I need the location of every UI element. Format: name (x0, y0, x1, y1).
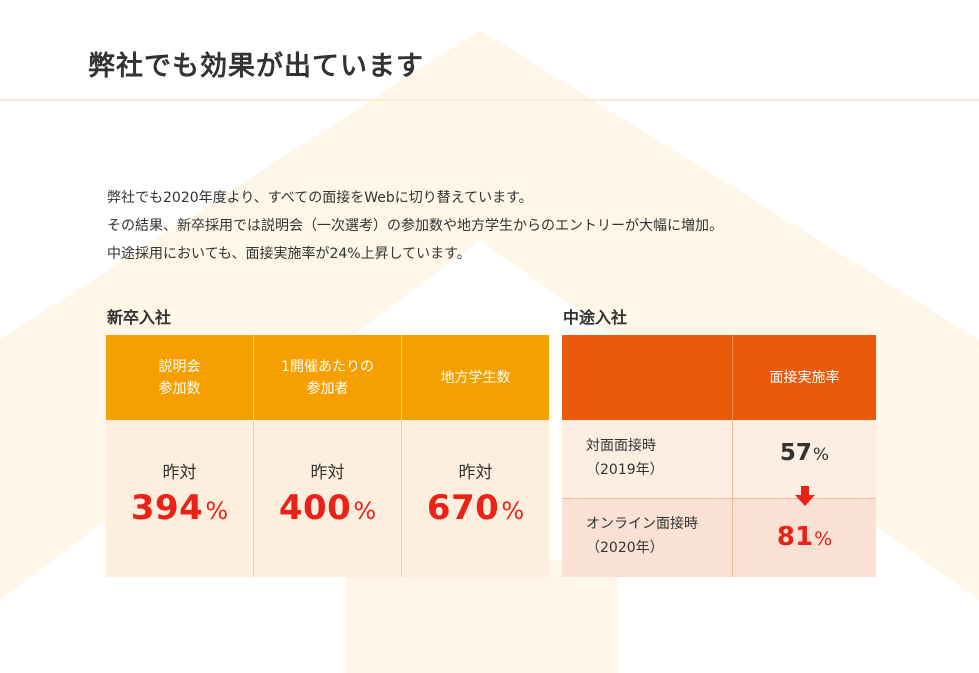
mid-career-section-title: 中途入社 (563, 308, 628, 327)
header-cell-interview-rate: 面接実施率 (769, 369, 840, 386)
header-line: 説明会 (158, 358, 201, 375)
column-divider (253, 335, 254, 420)
header-cell-attendees-per-session: 1開催あたりの 参加者 (254, 335, 401, 420)
column-divider (732, 420, 733, 577)
table-row-in-person: 対面面接時 （2019年） 57% (562, 420, 876, 498)
yoy-label: 昨対 (310, 463, 345, 483)
arrow-down-icon (795, 486, 815, 506)
percentage-number: 57 (779, 440, 812, 466)
row-label-line: （2019年） (586, 462, 664, 478)
intro-line: 中途採用においても、面接実施率が24%上昇しています。 (107, 246, 471, 262)
intro-line: その結果、新卒採用では説明会（一次選考）の参加数や地方学生からのエントリーが大幅… (107, 218, 723, 234)
mid-career-table: 面接実施率 対面面接時 （2019年） 57% オンライン面接時 （2020年）… (562, 335, 876, 577)
column-divider (401, 335, 402, 420)
row-label: オンライン面接時 （2020年） (586, 512, 698, 560)
yoy-label: 昨対 (458, 463, 493, 483)
new-grad-table-body: 昨対 394% 昨対 400% 昨対 670% (106, 420, 549, 577)
value-cell-regional-students: 昨対 670% (402, 420, 549, 577)
header-cell-regional-students: 地方学生数 (402, 335, 549, 420)
header-line: 地方学生数 (440, 369, 511, 386)
column-divider (732, 335, 733, 420)
header-line: 参加者 (306, 380, 349, 397)
row-label-line: （2020年） (586, 540, 664, 556)
new-grad-table: 説明会 参加数 1開催あたりの 参加者 地方学生数 昨対 394% (106, 335, 549, 577)
percentage-number: 400 (278, 488, 352, 528)
row-value: 81% (733, 522, 876, 552)
mid-career-table-header: 面接実施率 (562, 335, 876, 420)
percentage-number: 670 (426, 488, 500, 528)
percentage-value: 394% (106, 488, 253, 528)
percentage-value: 670% (402, 488, 549, 528)
percent-sign: % (205, 497, 229, 525)
row-label: 対面面接時 （2019年） (586, 434, 664, 482)
row-divider (562, 498, 876, 499)
value-cell-attendees-per-session: 昨対 400% (254, 420, 401, 577)
intro-text: 弊社でも2020年度より、すべての面接をWebに切り替えています。 その結果、新… (107, 184, 827, 268)
header-line: 参加数 (158, 380, 201, 397)
column-divider (401, 420, 402, 577)
table-row-online: オンライン面接時 （2020年） 81% (562, 498, 876, 577)
header-cell-session-attendance: 説明会 参加数 (106, 335, 253, 420)
percent-sign: % (814, 528, 833, 550)
percentage-value: 400% (254, 488, 401, 528)
header-line: 1開催あたりの (281, 358, 374, 375)
yoy-label: 昨対 (162, 463, 197, 483)
row-value: 57% (733, 440, 876, 466)
new-grad-table-header: 説明会 参加数 1開催あたりの 参加者 地方学生数 (106, 335, 549, 420)
percentage-number: 81 (776, 522, 814, 552)
percentage-number: 394 (130, 488, 204, 528)
percent-sign: % (501, 497, 525, 525)
percent-sign: % (812, 445, 830, 465)
new-grad-section-title: 新卒入社 (107, 308, 172, 327)
value-cell-session-attendance: 昨対 394% (106, 420, 253, 577)
page-title: 弊社でも効果が出ています (88, 51, 424, 82)
row-label-line: オンライン面接時 (586, 516, 698, 532)
row-label-line: 対面面接時 (586, 438, 656, 454)
title-divider (0, 99, 979, 101)
percent-sign: % (353, 497, 377, 525)
intro-line: 弊社でも2020年度より、すべての面接をWebに切り替えています。 (107, 190, 533, 206)
column-divider (253, 420, 254, 577)
